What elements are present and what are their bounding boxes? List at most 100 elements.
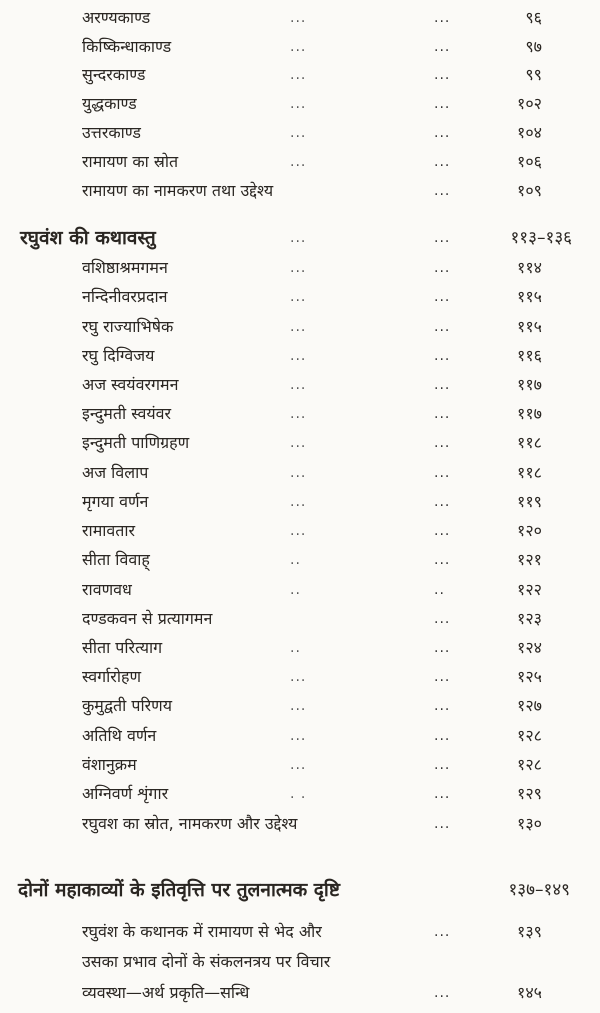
leader-dots: ... <box>434 348 451 364</box>
page-number: १३० <box>517 814 542 833</box>
leader-dots: ... <box>290 728 307 744</box>
leader-dots: . . <box>290 786 307 802</box>
toc-title: युद्धकाण्ड <box>82 94 137 113</box>
toc-entry: रामायण का स्रोत...... १०६ <box>0 148 600 176</box>
toc-title: अज विलाप <box>82 463 149 482</box>
toc-entry: वशिष्ठाश्रमगमन...... ११४ <box>0 254 600 282</box>
leader-dots: ... <box>290 465 307 481</box>
page-number: ११७ <box>517 404 542 423</box>
leader-dots: ... <box>290 289 307 305</box>
leader-dots: ... <box>434 552 451 568</box>
toc-entry: उत्तरकाण्ड...... १०४ <box>0 119 600 147</box>
leader-dots: ... <box>434 757 451 773</box>
toc-entry: रघुवश का स्रोत, नामकरण और उद्देश्य... १३० <box>0 810 600 838</box>
page-number: ९९ <box>525 65 542 84</box>
leader-dots: .. <box>434 582 445 598</box>
page-number: ११८ <box>517 433 542 452</box>
toc-entry: अग्निवर्ण शृंगार . .... १२९ <box>0 780 600 808</box>
leader-dots: ... <box>434 96 451 112</box>
toc-entry: कुमुद्वती परिणय...... १२७ <box>0 692 600 720</box>
leader-dots: ... <box>434 39 451 55</box>
leader-dots: ... <box>290 669 307 685</box>
toc-entry: वंशानुक्रम...... १२८ <box>0 751 600 779</box>
leader-dots: ... <box>290 10 307 26</box>
toc-title: अज स्वयंवरगमन <box>82 375 179 394</box>
leader-dots: ... <box>434 67 451 83</box>
toc-title: कुमुद्वती परिणय <box>82 696 173 715</box>
leader-dots: .. <box>290 552 301 568</box>
toc-entry: रामावतार...... १२० <box>0 517 600 545</box>
toc-entry: नन्दिनीवरप्रदान...... ११५ <box>0 283 600 311</box>
leader-dots: ... <box>290 125 307 141</box>
leader-dots: ... <box>290 348 307 364</box>
page-number: १३७–१४९ <box>508 880 570 900</box>
toc-title: सीता विवाह् <box>82 550 150 569</box>
toc-title: रघु राज्याभिषेक <box>82 317 174 336</box>
toc-entry: रघु दिग्विजय...... ११६ <box>0 342 600 370</box>
leader-dots: ... <box>434 183 451 199</box>
page-number: ११३–१३६ <box>510 228 572 248</box>
page-number: ११५ <box>517 287 542 306</box>
leader-dots: ... <box>434 435 451 451</box>
toc-title: रावणवध <box>82 580 132 599</box>
toc-title: किष्किन्धाकाण्ड <box>82 37 172 56</box>
toc-title: उत्तरकाण्ड <box>82 123 141 142</box>
leader-dots: ... <box>434 924 451 940</box>
leader-dots: ... <box>434 669 451 685</box>
leader-dots: ... <box>434 10 451 26</box>
page-number: १२९ <box>517 784 542 803</box>
leader-dots: ... <box>434 154 451 170</box>
toc-title: रघुवंश की कथावस्तु <box>20 227 156 249</box>
toc-entry: अरण्यकाण्ड...... ९६ <box>0 4 600 32</box>
leader-dots: ... <box>434 230 451 246</box>
toc-title: स्वर्गारोहण <box>82 667 142 686</box>
leader-dots: ... <box>434 728 451 744</box>
leader-dots: ... <box>290 67 307 83</box>
toc-entry: रघुवंश के कथानक में रामायण से भेद और... १… <box>0 918 600 946</box>
leader-dots: ... <box>290 523 307 539</box>
toc-entry: युद्धकाण्ड...... १०२ <box>0 90 600 118</box>
leader-dots: ... <box>434 465 451 481</box>
toc-section-heading: दोनों महाकाव्यों के इतिवृत्ति पर तुलनात्… <box>0 876 600 904</box>
leader-dots: ... <box>434 377 451 393</box>
page-number: १२८ <box>517 726 542 745</box>
toc-title: वशिष्ठाश्रमगमन <box>82 258 168 277</box>
leader-dots: ... <box>290 96 307 112</box>
page-number: १०९ <box>517 181 542 200</box>
page-number: १२७ <box>517 696 542 715</box>
leader-dots: ... <box>290 39 307 55</box>
toc-title: रघुवंश के कथानक में रामायण से भेद और <box>82 922 322 941</box>
page-number: १०२ <box>517 94 542 113</box>
toc-title: दण्डकवन से प्रत्यागमन <box>82 609 213 628</box>
page-number: १२० <box>517 521 542 540</box>
toc-title: रघु दिग्विजय <box>82 346 155 365</box>
toc-title: नन्दिनीवरप्रदान <box>82 287 168 306</box>
page-number: १२४ <box>517 638 542 657</box>
page-number: ११८ <box>517 463 542 482</box>
leader-dots: ... <box>290 757 307 773</box>
page-number: १२३ <box>517 609 542 628</box>
leader-dots: ... <box>290 494 307 510</box>
leader-dots: ... <box>290 435 307 451</box>
toc-title: अरण्यकाण्ड <box>82 8 151 27</box>
toc-entry: स्वर्गारोहण...... १२५ <box>0 663 600 691</box>
toc-title: उसका प्रभाव दोनों के संकलनत्रय पर विचार <box>82 952 331 971</box>
toc-title: अग्निवर्ण शृंगार <box>82 784 169 803</box>
page-number: ११५ <box>517 317 542 336</box>
leader-dots: ... <box>290 260 307 276</box>
leader-dots: ... <box>434 319 451 335</box>
toc-title: रामायण का स्रोत <box>82 152 179 171</box>
toc-entry: अतिथि वर्णन...... १२८ <box>0 722 600 750</box>
page-number: १२८ <box>517 755 542 774</box>
leader-dots: ... <box>434 611 451 627</box>
toc-title: अतिथि वर्णन <box>82 726 157 745</box>
toc-title: रघुवश का स्रोत, नामकरण और उद्देश्य <box>82 814 298 833</box>
page-number: ९७ <box>525 37 542 56</box>
toc-entry: मृगया वर्णन...... ११९ <box>0 488 600 516</box>
toc-title: सीता परित्याग <box>82 638 163 657</box>
leader-dots: ... <box>290 406 307 422</box>
leader-dots: ... <box>290 377 307 393</box>
toc-entry: सीता विवाह्..... १२१ <box>0 546 600 574</box>
toc-entry: दण्डकवन से प्रत्यागमन... १२३ <box>0 605 600 633</box>
page-number: ११९ <box>517 492 542 511</box>
